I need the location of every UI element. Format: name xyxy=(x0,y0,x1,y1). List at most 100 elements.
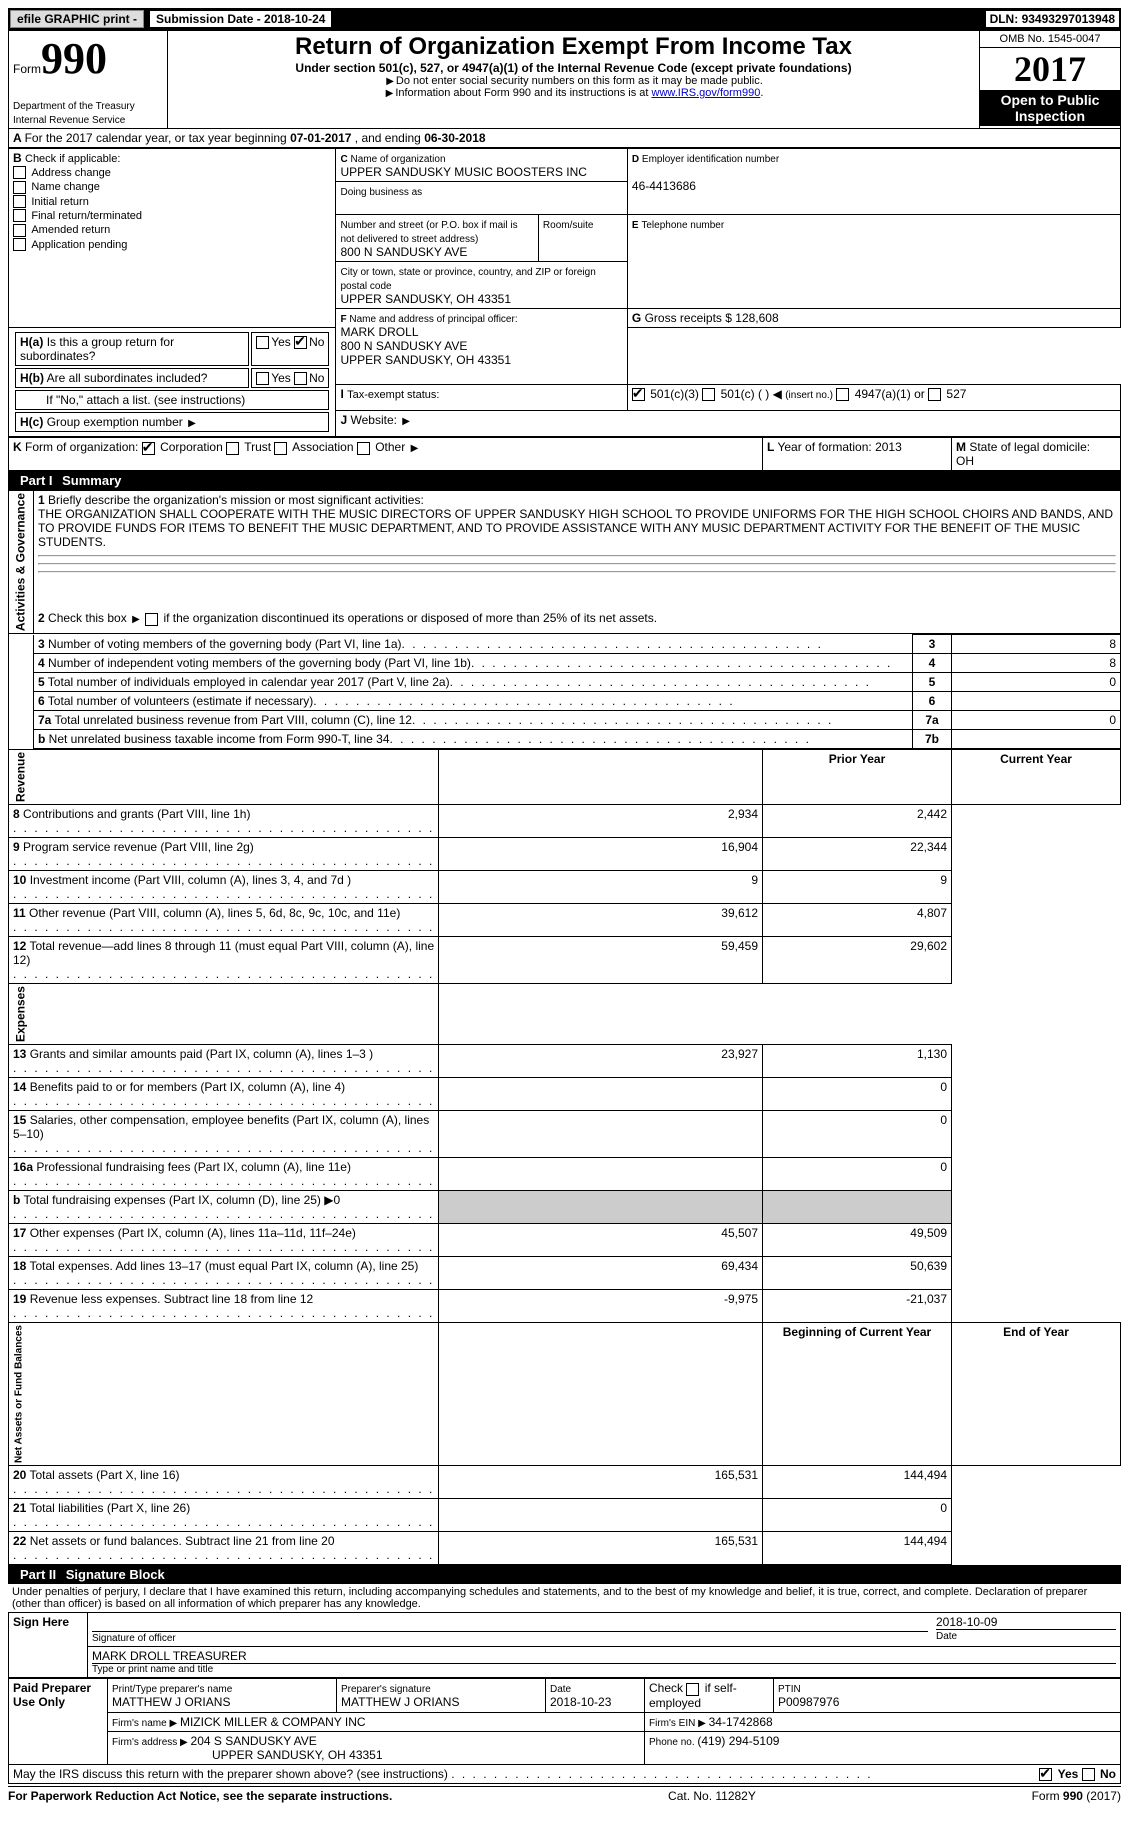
form-990: 990 xyxy=(41,34,107,83)
l1-label: Briefly describe the organization's miss… xyxy=(48,493,424,507)
part1-header: Part I Summary xyxy=(8,471,1121,490)
line-9: 9 Program service revenue (Part VIII, li… xyxy=(9,838,1121,871)
side-revenue: Revenue xyxy=(9,750,439,805)
line-22: 22 Net assets or fund balances. Subtract… xyxy=(9,1532,1121,1565)
line-14: 14 Benefits paid to or for members (Part… xyxy=(9,1078,1121,1111)
f-label: Name and address of principal officer: xyxy=(349,314,517,325)
officer-city: UPPER SANDUSKY, OH 43351 xyxy=(340,353,511,367)
sig-officer-line: Signature of officer xyxy=(92,1631,928,1644)
phone-l: Phone no. xyxy=(649,1737,697,1748)
cb-final-return[interactable] xyxy=(13,209,26,222)
hc-text: Group exemption number xyxy=(47,415,183,429)
paperwork-notice: For Paperwork Reduction Act Notice, see … xyxy=(8,1789,392,1803)
d-label: Employer identification number xyxy=(642,154,779,165)
firm-name: MIZICK MILLER & COMPANY INC xyxy=(180,1715,366,1729)
summary-row-5: 5 Total number of individuals employed i… xyxy=(9,673,1121,692)
form-subtitle: Under section 501(c), 527, or 4947(a)(1)… xyxy=(172,61,975,75)
sig-date-label: Date xyxy=(936,1629,1116,1642)
col-current-year: Current Year xyxy=(952,750,1121,805)
dba-label: Doing business as xyxy=(340,187,422,198)
open-inspection: Open to Public Inspection xyxy=(980,90,1120,126)
hb-no[interactable] xyxy=(294,372,307,385)
m-label: State of legal domicile: xyxy=(969,440,1090,454)
cb-trust[interactable] xyxy=(226,442,239,455)
line-a: A For the 2017 calendar year, or tax yea… xyxy=(8,129,1121,148)
name-title-label: Type or print name and title xyxy=(92,1664,1116,1675)
k-label: Form of organization: xyxy=(25,440,138,454)
cb-address-change[interactable] xyxy=(13,166,26,179)
l-label: Year of formation: xyxy=(777,440,875,454)
part1-table: Activities & Governance 1 Briefly descri… xyxy=(8,490,1121,634)
part1-single-rows: 3 Number of voting members of the govern… xyxy=(8,634,1121,749)
discuss-yes[interactable] xyxy=(1039,1768,1052,1781)
line-13: 13 Grants and similar amounts paid (Part… xyxy=(9,1045,1121,1078)
line-19: 19 Revenue less expenses. Subtract line … xyxy=(9,1290,1121,1323)
line-10: 10 Investment income (Part VIII, column … xyxy=(9,871,1121,904)
ha-yes[interactable] xyxy=(256,336,269,349)
prep-sig: MATTHEW J ORIANS xyxy=(341,1695,459,1709)
line-16a: 16a Professional fundraising fees (Part … xyxy=(9,1158,1121,1191)
cb-amended[interactable] xyxy=(13,224,26,237)
irs: Internal Revenue Service xyxy=(13,115,125,126)
col-begin-year: Beginning of Current Year xyxy=(763,1323,952,1466)
summary-row-6: 6 Total number of volunteers (estimate i… xyxy=(9,692,1121,711)
efile-print-btn[interactable]: efile GRAPHIC print - xyxy=(10,10,144,28)
cb-assoc[interactable] xyxy=(274,442,287,455)
city-label: City or town, state or province, country… xyxy=(340,267,595,292)
gross-receipts: 128,608 xyxy=(735,311,778,325)
treasury-dept: Department of the Treasury xyxy=(13,101,135,112)
cb-discontinued[interactable] xyxy=(145,613,158,626)
cb-name-change[interactable] xyxy=(13,181,26,194)
mission-text: THE ORGANIZATION SHALL COOPERATE WITH TH… xyxy=(38,507,1113,549)
prep-name-l: Print/Type preparer's name xyxy=(112,1684,232,1695)
form-header: Form990 Department of the Treasury Inter… xyxy=(8,30,1121,129)
officer-name: MARK DROLL xyxy=(340,325,418,339)
cb-other[interactable] xyxy=(357,442,370,455)
sig-date-val: 2018-10-09 xyxy=(936,1615,1116,1629)
part1-two-col: Revenue Prior Year Current Year 8 Contri… xyxy=(8,749,1121,1565)
line-18: 18 Total expenses. Add lines 13–17 (must… xyxy=(9,1257,1121,1290)
addr-label: Number and street (or P.O. box if mail i… xyxy=(340,220,517,245)
hb-note: If "No," attach a list. (see instruction… xyxy=(46,393,245,407)
page-footer: For Paperwork Reduction Act Notice, see … xyxy=(8,1786,1121,1803)
discuss-no[interactable] xyxy=(1082,1768,1095,1781)
info-note: Information about Form 990 and its instr… xyxy=(395,87,651,99)
line-20: 20 Total assets (Part X, line 16) 165,53… xyxy=(9,1466,1121,1499)
section-klm: K Form of organization: Corporation Trus… xyxy=(8,437,1121,471)
summary-row-7b: b Net unrelated business taxable income … xyxy=(9,730,1121,749)
org-street: 800 N SANDUSKY AVE xyxy=(340,245,467,259)
room-label: Room/suite xyxy=(543,220,594,231)
cb-initial-return[interactable] xyxy=(13,195,26,208)
c-name-label: Name of organization xyxy=(350,154,445,165)
year-formation: 2013 xyxy=(875,440,902,454)
cb-app-pending[interactable] xyxy=(13,238,26,251)
ha-no[interactable] xyxy=(294,336,307,349)
prep-name: MATTHEW J ORIANS xyxy=(112,1695,230,1709)
side-activities: Activities & Governance xyxy=(9,491,34,634)
hb-text: Are all subordinates included? xyxy=(47,371,208,385)
discuss-line: May the IRS discuss this return with the… xyxy=(8,1765,1121,1784)
form-title: Return of Organization Exempt From Incom… xyxy=(172,33,975,61)
cb-4947[interactable] xyxy=(836,388,849,401)
b-label: Check if applicable: xyxy=(25,153,120,165)
officer-name-title: MARK DROLL TREASURER xyxy=(92,1649,1116,1664)
state-domicile: OH xyxy=(956,454,974,468)
cb-501c[interactable] xyxy=(702,388,715,401)
i-label: Tax-exempt status: xyxy=(347,389,439,401)
ptin-l: PTIN xyxy=(778,1684,801,1695)
irs-link[interactable]: www.IRS.gov/form990 xyxy=(652,87,761,99)
cb-527[interactable] xyxy=(928,388,941,401)
cb-self-employed[interactable] xyxy=(686,1683,699,1696)
col-end-year: End of Year xyxy=(952,1323,1121,1466)
firm-name-l: Firm's name ▶ xyxy=(112,1718,180,1729)
submission-date: Submission Date - 2018-10-24 xyxy=(150,11,331,27)
ha-text: Is this a group return for subordinates? xyxy=(20,335,174,363)
summary-row-3: 3 Number of voting members of the govern… xyxy=(9,635,1121,654)
cb-501c3[interactable] xyxy=(632,388,645,401)
line-11: 11 Other revenue (Part VIII, column (A),… xyxy=(9,904,1121,937)
hb-yes[interactable] xyxy=(256,372,269,385)
cb-corp[interactable] xyxy=(142,442,155,455)
line-17: 17 Other expenses (Part IX, column (A), … xyxy=(9,1224,1121,1257)
summary-row-7a: 7a Total unrelated business revenue from… xyxy=(9,711,1121,730)
firm-addr-l: Firm's address ▶ xyxy=(112,1737,191,1748)
